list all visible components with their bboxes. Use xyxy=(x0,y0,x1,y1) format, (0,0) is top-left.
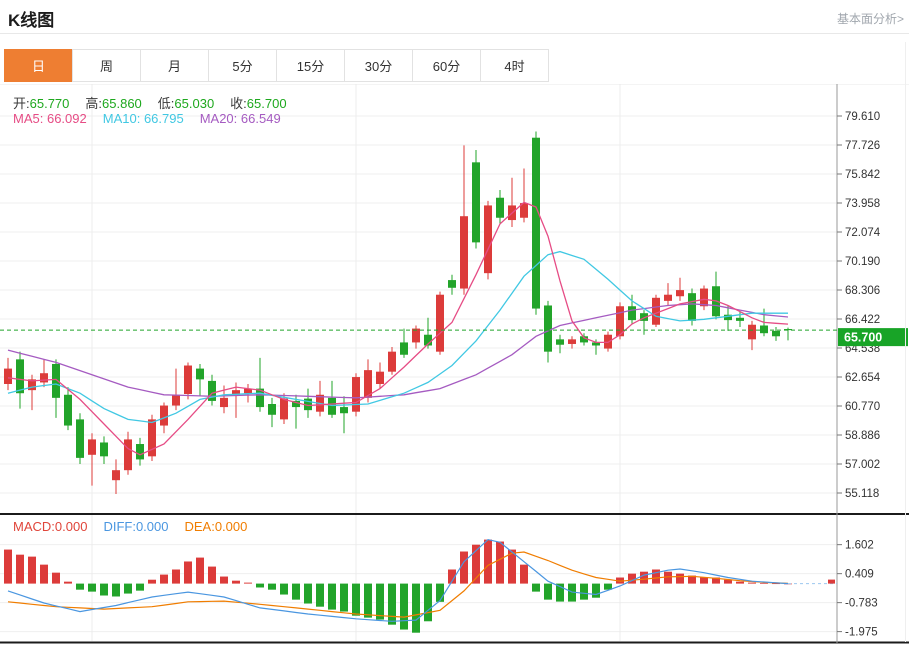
page-title: K线图 xyxy=(8,11,55,30)
open-value: 65.770 xyxy=(29,96,70,111)
header-divider xyxy=(0,33,909,34)
y-axis-label: 58.886 xyxy=(845,430,880,442)
tab-day[interactable]: 日 xyxy=(4,49,73,82)
ma20-line xyxy=(7,303,789,399)
macd-label: MACD: xyxy=(13,519,55,534)
chart-bottom-border xyxy=(0,641,909,644)
right-axis: 79.610 77.726 75.842 73.958 72.074 70.190 68.3… xyxy=(837,111,881,639)
macd-lines xyxy=(7,538,837,622)
moving-average-lines xyxy=(7,201,789,456)
y-axis-label: 70.190 xyxy=(845,256,880,268)
tab-5min[interactable]: 5分 xyxy=(208,49,277,82)
diff-label: DIFF: xyxy=(103,519,136,534)
ma-legend: MA5: 66.092 MA10: 66.795 MA20: 66.549 xyxy=(13,111,297,126)
price-badge-bg xyxy=(838,328,908,347)
ma10-value: 66.795 xyxy=(143,111,184,126)
macd-axis-label: 0.409 xyxy=(845,569,874,581)
ma5-value: 66.092 xyxy=(46,111,87,126)
candlestick-series xyxy=(4,131,792,495)
chart-area[interactable]: 79.610 77.726 75.842 73.958 72.074 70.190 68.3… xyxy=(0,83,909,648)
ma5-label: MA5: xyxy=(13,111,44,126)
dea-line xyxy=(7,551,789,618)
diff-value: 0.000 xyxy=(135,519,169,534)
tab-30min[interactable]: 30分 xyxy=(344,49,413,82)
high-label: 高: xyxy=(85,96,103,111)
main-macd-separator xyxy=(0,513,909,515)
macd-axis-label: 1.602 xyxy=(845,540,874,552)
price-badge-value: 65.700 xyxy=(844,331,882,345)
y-axis-label: 75.842 xyxy=(845,169,880,181)
ma20-value: 66.549 xyxy=(240,111,281,126)
ma5-line xyxy=(7,201,789,456)
y-axis-label: 73.958 xyxy=(845,198,880,210)
ma10-line xyxy=(7,250,788,424)
widget-right-border xyxy=(905,42,906,642)
high-value: 65.860 xyxy=(102,96,142,111)
macd-current-marker xyxy=(828,579,835,584)
open-label: 开: xyxy=(13,96,30,111)
y-axis-label: 68.306 xyxy=(845,285,880,297)
diff-line xyxy=(7,538,789,622)
y-axis-label: 62.654 xyxy=(845,372,881,384)
y-axis-label: 72.074 xyxy=(845,227,881,239)
kline-chart-svg[interactable]: 79.610 77.726 75.842 73.958 72.074 70.190 68.3… xyxy=(0,83,909,648)
macd-axis-label: -0.783 xyxy=(845,598,878,610)
macd-axis-label: -1.975 xyxy=(845,627,878,639)
fundamental-analysis-link[interactable]: 基本面分析> xyxy=(836,12,904,26)
macd-histogram xyxy=(4,539,792,633)
ma20-label: MA20: xyxy=(199,111,238,126)
dea-label: DEA: xyxy=(184,519,215,534)
tab-month[interactable]: 月 xyxy=(140,49,209,82)
panel-separators xyxy=(0,84,909,644)
y-axis-label: 60.770 xyxy=(845,401,880,413)
tab-4hour[interactable]: 4时 xyxy=(480,49,549,82)
period-tabs: 日 周 月 5分 15分 30分 60分 4时 xyxy=(4,49,549,82)
macd-value: 0.000 xyxy=(54,519,88,534)
y-axis-label: 77.726 xyxy=(845,140,880,152)
ohlc-legend: 开:65.770 高:65.860 低:65.030 收:65.700 xyxy=(13,93,303,112)
low-value: 65.030 xyxy=(174,96,215,111)
y-axis-label: 57.002 xyxy=(845,459,880,471)
tab-15min[interactable]: 15分 xyxy=(276,49,345,82)
tab-week[interactable]: 周 xyxy=(72,49,141,82)
y-axis-label: 55.118 xyxy=(845,488,879,500)
y-axis-label: 66.422 xyxy=(845,314,880,326)
close-label: 收: xyxy=(230,96,247,111)
y-axis-label: 79.610 xyxy=(845,111,880,123)
tab-60min[interactable]: 60分 xyxy=(412,49,481,82)
close-value: 65.700 xyxy=(246,96,287,111)
macd-legend: MACD:0.000 DIFF:0.000 DEA:0.000 xyxy=(13,519,263,534)
ma10-label: MA10: xyxy=(102,111,141,126)
dea-value: 0.000 xyxy=(214,519,248,534)
current-price-badge: 65.700 xyxy=(0,328,908,347)
low-label: 低: xyxy=(157,96,175,111)
